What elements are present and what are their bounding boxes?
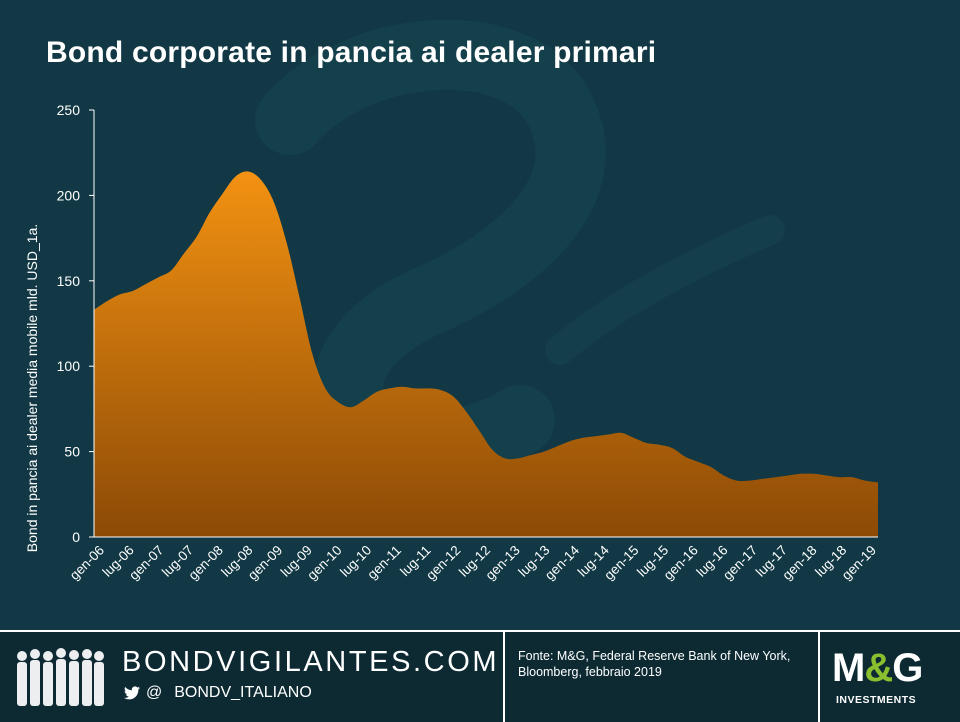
y-tick-label: 150 — [57, 273, 81, 289]
twitter-handle: BONDV_ITALIANO — [174, 684, 312, 701]
x-tick-label: gen-14 — [542, 542, 583, 583]
twitter-at-sign: @ — [146, 684, 163, 701]
mg-investments-logo: M&G INVESTMENTS — [832, 646, 948, 716]
x-tick-label: gen-11 — [364, 543, 404, 583]
y-tick-label: 100 — [57, 358, 81, 374]
mg-logo-mark: M&G — [832, 646, 923, 690]
y-tick-label: 50 — [64, 444, 80, 460]
footer-divider-left — [503, 632, 505, 722]
footer-bar: BONDVIGILANTES.COM @ BONDV_ITALIANO Font… — [0, 630, 960, 722]
y-tick-label: 250 — [57, 102, 81, 118]
source-line-1: Fonte: M&G, Federal Reserve Bank of New … — [518, 649, 791, 663]
twitter-bird-icon — [124, 686, 140, 700]
footer-divider-right — [818, 632, 820, 722]
y-axis-label: Bond in pancia ai dealer media mobile ml… — [24, 224, 40, 552]
mg-logo-subtitle: INVESTMENTS — [836, 694, 917, 706]
chart-title: Bond corporate in pancia ai dealer prima… — [46, 36, 657, 69]
y-tick-label: 0 — [72, 529, 80, 545]
source-note: Fonte: M&G, Federal Reserve Bank of New … — [518, 648, 808, 680]
twitter-handle-row: @ BONDV_ITALIANO — [124, 684, 312, 702]
people-silhouettes-icon — [17, 648, 104, 706]
source-line-2: Bloomberg, febbraio 2019 — [518, 665, 662, 679]
x-tick-label: gen-06 — [67, 543, 107, 583]
brand-name: BONDVIGILANTES.COM — [122, 646, 500, 678]
y-tick-label: 200 — [57, 187, 81, 203]
series-area — [94, 171, 878, 537]
